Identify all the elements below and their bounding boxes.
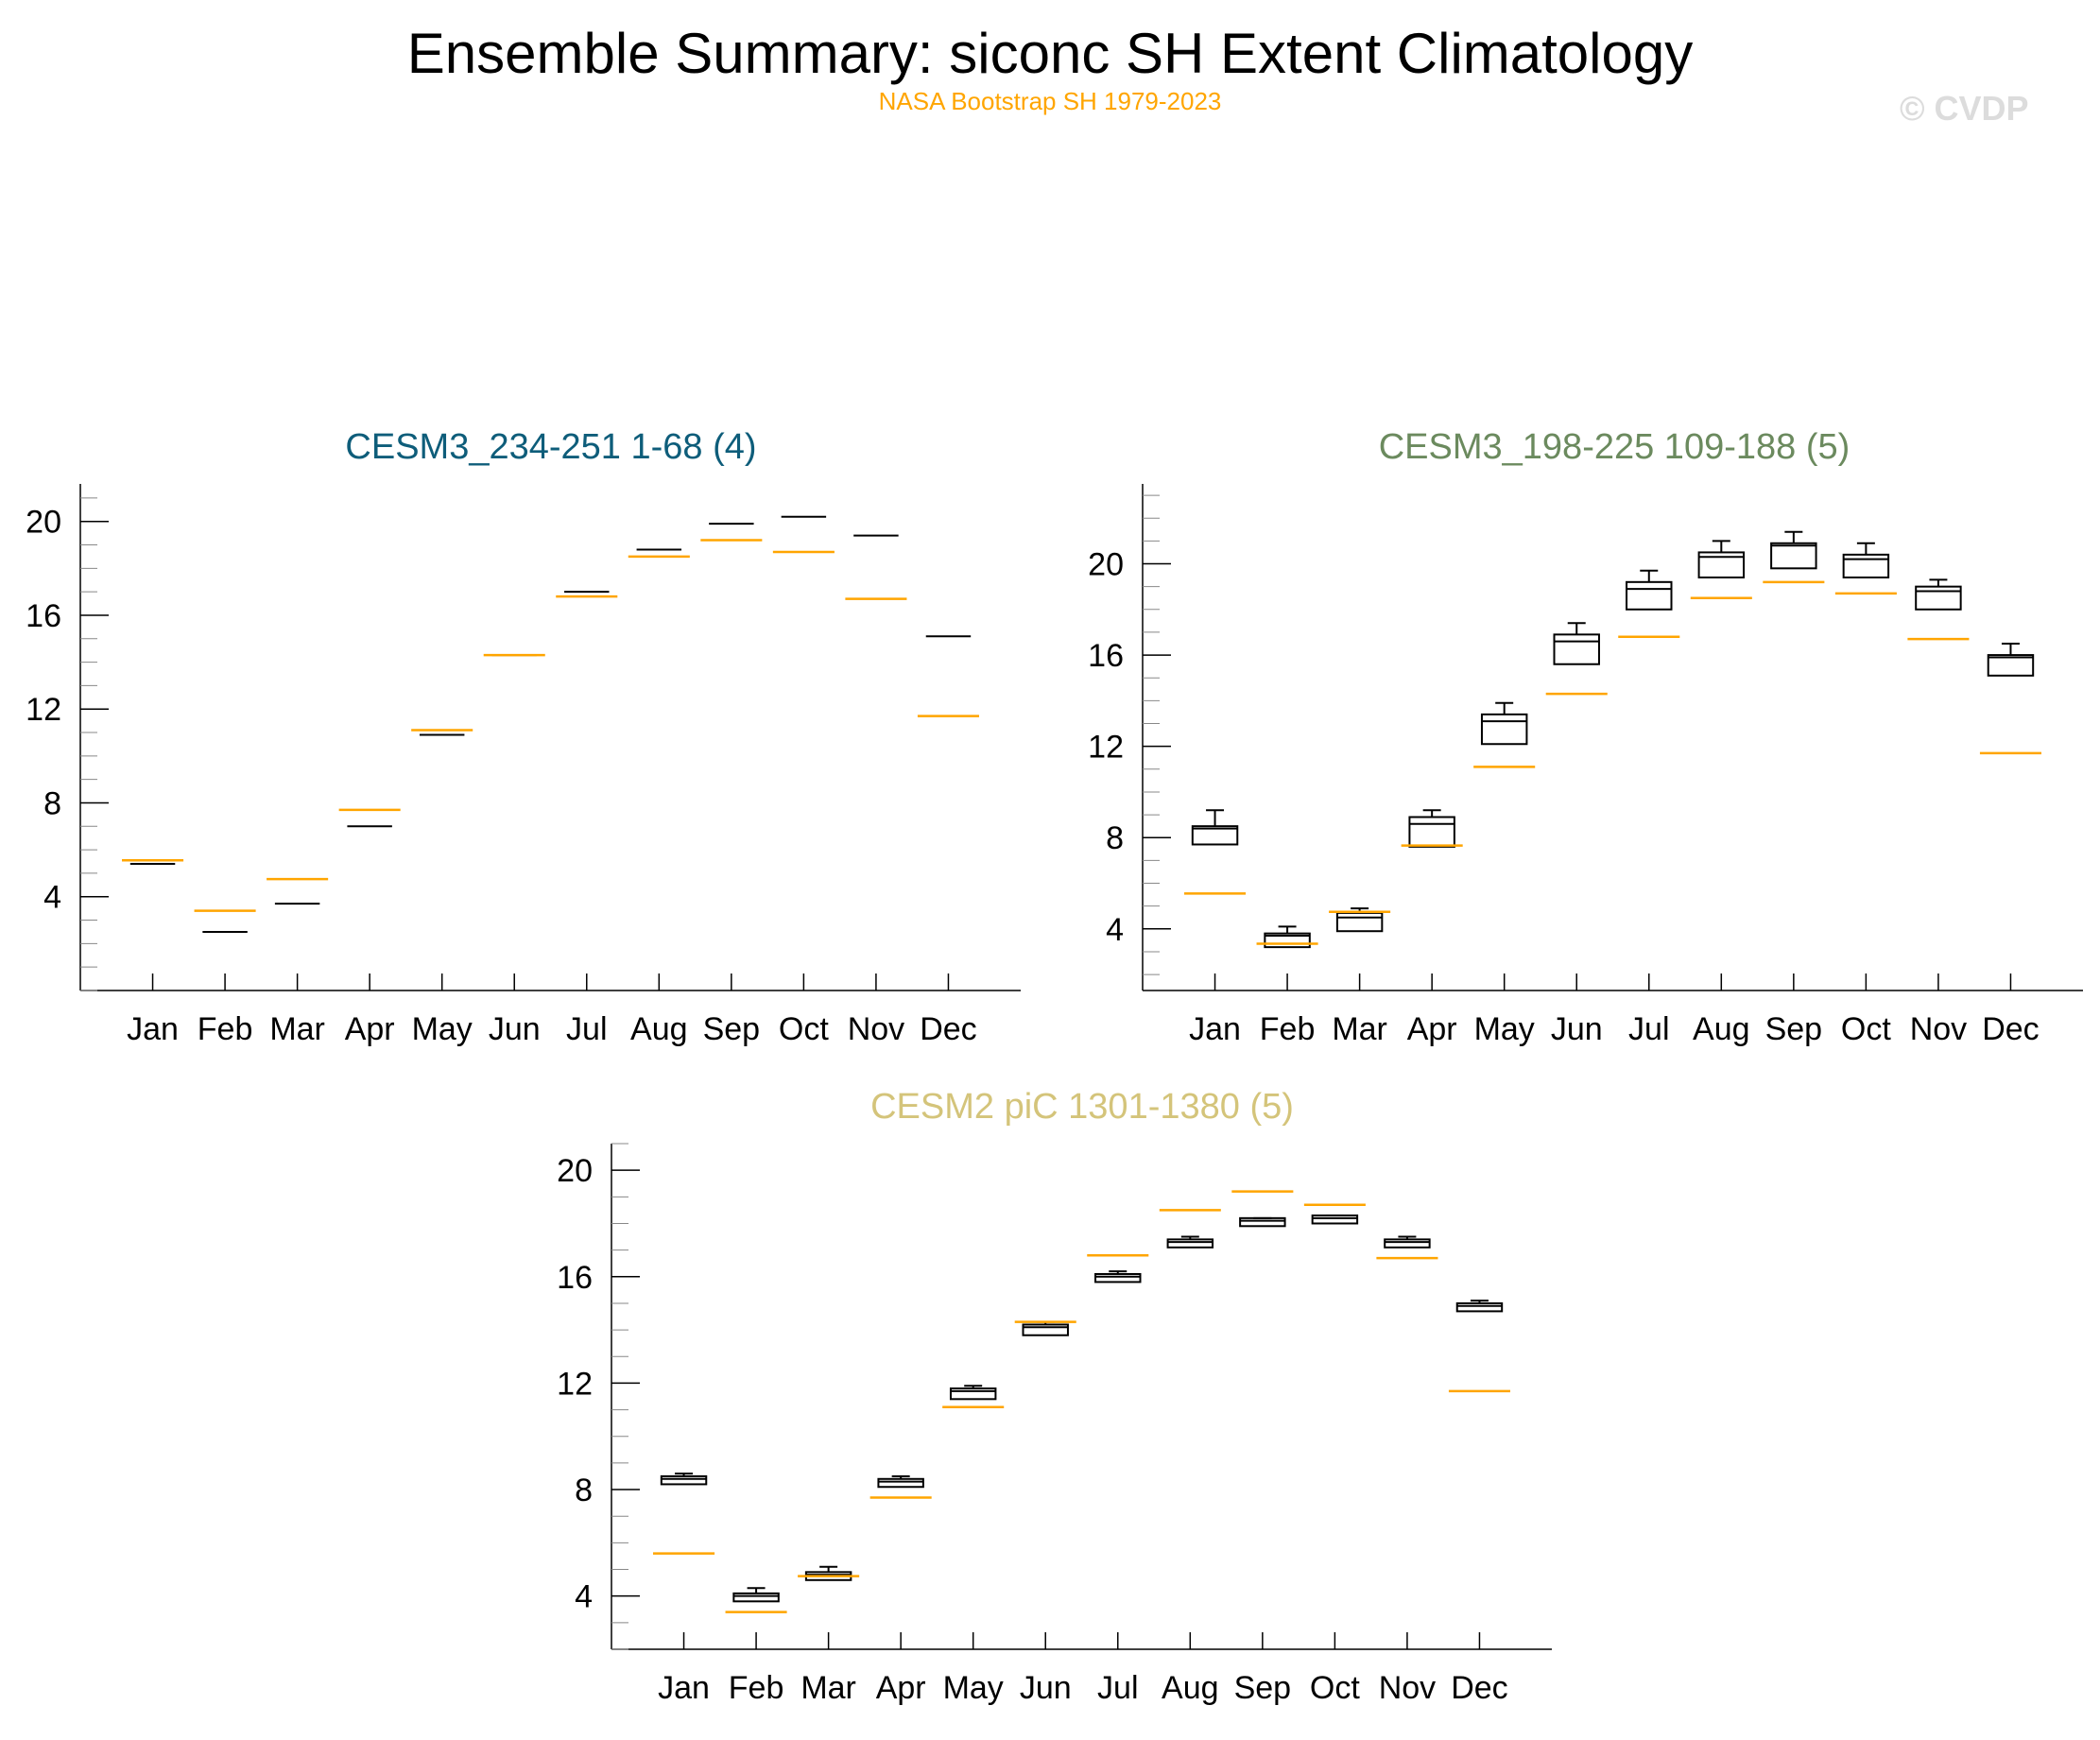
panel-3-y-tick-label: 8 bbox=[575, 1473, 593, 1508]
panel-3-box-may bbox=[949, 1387, 997, 1401]
panel-2-x-tick-label-nov: Nov bbox=[1910, 1011, 1967, 1047]
panel-2-title: CESM3_198-225 109-188 (5) bbox=[1378, 427, 1850, 467]
panel-2-x-tick-label-may: May bbox=[1474, 1011, 1535, 1047]
panel-1-x-tick-label-jan: Jan bbox=[127, 1011, 179, 1047]
panel-1-x-tick-label-jul: Jul bbox=[566, 1011, 607, 1047]
panel-1-x-tick-label-dec: Dec bbox=[920, 1011, 976, 1047]
panel-2-box-feb bbox=[1264, 932, 1311, 949]
panel-2-box-oct bbox=[1842, 553, 1890, 578]
panel-3-y-tick-label: 12 bbox=[557, 1366, 593, 1402]
panel-2-y-tick-label: 4 bbox=[1106, 912, 1124, 948]
panel-1-x-tick-label-nov: Nov bbox=[848, 1011, 904, 1047]
panel-1-x-tick-label-aug: Aug bbox=[630, 1011, 688, 1047]
panel-3-x-tick-label-mar: Mar bbox=[800, 1670, 856, 1706]
panel-3-box-jul bbox=[1094, 1272, 1142, 1283]
panel-2-x-tick-label-feb: Feb bbox=[1260, 1011, 1316, 1047]
panel-1-title: CESM3_234-251 1-68 (4) bbox=[345, 427, 757, 467]
panel-1-x-tick-label-may: May bbox=[412, 1011, 473, 1047]
panel-1-x-tick-label-apr: Apr bbox=[345, 1011, 395, 1047]
panel-3-box-nov bbox=[1384, 1238, 1431, 1249]
cvdp-watermark: © CVDP bbox=[1900, 89, 2029, 128]
panel-2-y-tick-label: 12 bbox=[1088, 730, 1124, 766]
panel-3-title: CESM2 piC 1301-1380 (5) bbox=[870, 1087, 1294, 1127]
panel-2-box-aug bbox=[1697, 551, 1746, 578]
panel-2-box-jan bbox=[1191, 825, 1239, 846]
panel-3-x-tick-label-dec: Dec bbox=[1451, 1670, 1507, 1706]
panel-3-x-tick-label-jun: Jun bbox=[1020, 1670, 1072, 1706]
panel-1-x-tick-label-feb: Feb bbox=[198, 1011, 253, 1047]
panel-1-x-tick-label-mar: Mar bbox=[269, 1011, 325, 1047]
panel-3-box-jun bbox=[1022, 1323, 1069, 1336]
panel-1-y-tick-label: 8 bbox=[43, 785, 61, 821]
panel-3-x-tick-label-jan: Jan bbox=[658, 1670, 710, 1706]
panel-2-box-jul bbox=[1626, 580, 1673, 611]
panel-2-x-tick-label-jun: Jun bbox=[1551, 1011, 1603, 1047]
panel-3-x-tick-label-aug: Aug bbox=[1162, 1670, 1219, 1706]
panel-2-box-apr bbox=[1408, 816, 1455, 848]
panel-1-x-tick-label-oct: Oct bbox=[779, 1011, 829, 1047]
panel-1-y-tick-label: 16 bbox=[26, 598, 61, 634]
panel-3-box-dec bbox=[1455, 1301, 1504, 1313]
panel-2-x-tick-label-apr: Apr bbox=[1407, 1011, 1457, 1047]
chart-subtitle: NASA Bootstrap SH 1979-2023 bbox=[878, 87, 1222, 115]
panel-3-x-tick-label-sep: Sep bbox=[1234, 1670, 1292, 1706]
panel-2-x-tick-label-jul: Jul bbox=[1628, 1011, 1669, 1047]
panel-3-box-jan bbox=[660, 1474, 708, 1486]
panel-2-box-nov bbox=[1915, 585, 1962, 611]
panel-1-x-tick-label-sep: Sep bbox=[703, 1011, 761, 1047]
panel-3-y-tick-label: 20 bbox=[557, 1153, 593, 1189]
panel-2-x-tick-label-dec: Dec bbox=[1982, 1011, 2039, 1047]
panel-2-box-jun bbox=[1553, 633, 1600, 665]
panel-2-y-tick-label: 8 bbox=[1106, 820, 1124, 856]
panel-3-x-tick-label-oct: Oct bbox=[1310, 1670, 1360, 1706]
panel-2-box-sep bbox=[1770, 542, 1817, 570]
panel-1-y-tick-label: 12 bbox=[26, 692, 61, 728]
panel-2-x-tick-label-mar: Mar bbox=[1332, 1011, 1387, 1047]
panel-3-y-tick-label: 4 bbox=[575, 1579, 593, 1615]
panel-3-x-tick-label-may: May bbox=[943, 1670, 1004, 1706]
panel-2-x-tick-label-jan: Jan bbox=[1189, 1011, 1241, 1047]
panel-3-box-feb bbox=[732, 1592, 780, 1603]
panel-2-x-tick-label-aug: Aug bbox=[1693, 1011, 1750, 1047]
panel-1-x-tick-label-jun: Jun bbox=[489, 1011, 541, 1047]
panel-2-x-tick-label-sep: Sep bbox=[1765, 1011, 1823, 1047]
panel-2-x-tick-label-oct: Oct bbox=[1841, 1011, 1891, 1047]
panel-3-box-aug bbox=[1166, 1238, 1214, 1249]
panel-1-y-tick-label: 4 bbox=[43, 880, 61, 916]
panel-3-box-sep bbox=[1239, 1216, 1286, 1228]
panel-2-box-dec bbox=[1987, 654, 2035, 677]
panel-3-x-tick-label-jul: Jul bbox=[1097, 1670, 1138, 1706]
chart-main-title: Ensemble Summary: siconc SH Extent Clima… bbox=[406, 22, 1694, 85]
panel-2-box-mar bbox=[1335, 911, 1384, 933]
panel-3-box-oct bbox=[1311, 1215, 1359, 1225]
panel-3-y-tick-label: 16 bbox=[557, 1260, 593, 1296]
panel-3-x-tick-label-feb: Feb bbox=[729, 1670, 784, 1706]
panel-1-y-tick-label: 20 bbox=[26, 505, 61, 541]
panel-3-x-tick-label-apr: Apr bbox=[876, 1670, 926, 1706]
panel-2-y-tick-label: 20 bbox=[1088, 547, 1124, 583]
panel-2-y-tick-label: 16 bbox=[1088, 638, 1124, 674]
panel-3-x-tick-label-nov: Nov bbox=[1379, 1670, 1436, 1706]
panel-3-box-apr bbox=[877, 1477, 924, 1489]
panel-2-box-may bbox=[1480, 713, 1528, 746]
